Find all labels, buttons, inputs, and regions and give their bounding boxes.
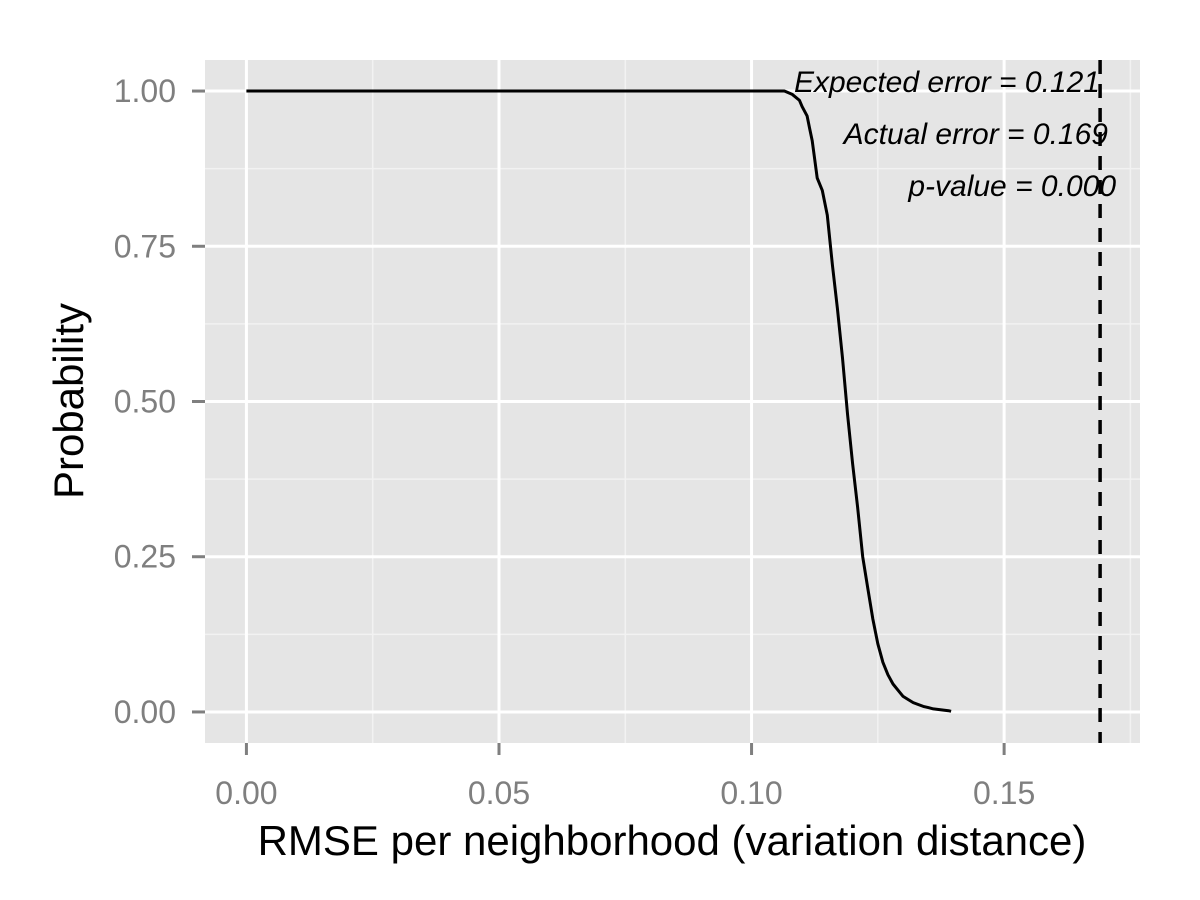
annotation-p-value: p-value = 0.000 [907, 170, 1116, 203]
y-tick-label: 0.25 [114, 539, 176, 575]
x-tick-label: 0.10 [720, 775, 782, 811]
y-tick-label: 0.75 [114, 228, 176, 264]
axis-ticks: 0.00 0.05 0.10 0.15 0.00 0.25 0.50 0.75 1.00 [114, 73, 1036, 811]
x-axis-title: RMSE per neighborhood (variation distanc… [258, 817, 1087, 864]
y-axis-title: Probability [45, 303, 92, 499]
y-tick-label: 1.00 [114, 73, 176, 109]
y-tick-label: 0.00 [114, 694, 176, 730]
y-tick-label: 0.50 [114, 384, 176, 420]
grid [205, 60, 1140, 743]
annotation-actual-error: Actual error = 0.169 [842, 118, 1109, 151]
annotation-expected-error: Expected error = 0.121 [794, 66, 1100, 99]
x-tick-label: 0.00 [215, 775, 277, 811]
x-tick-label: 0.15 [973, 775, 1035, 811]
series-line [246, 89, 952, 713]
x-tick-label: 0.05 [468, 775, 530, 811]
data-marks [246, 60, 1102, 743]
